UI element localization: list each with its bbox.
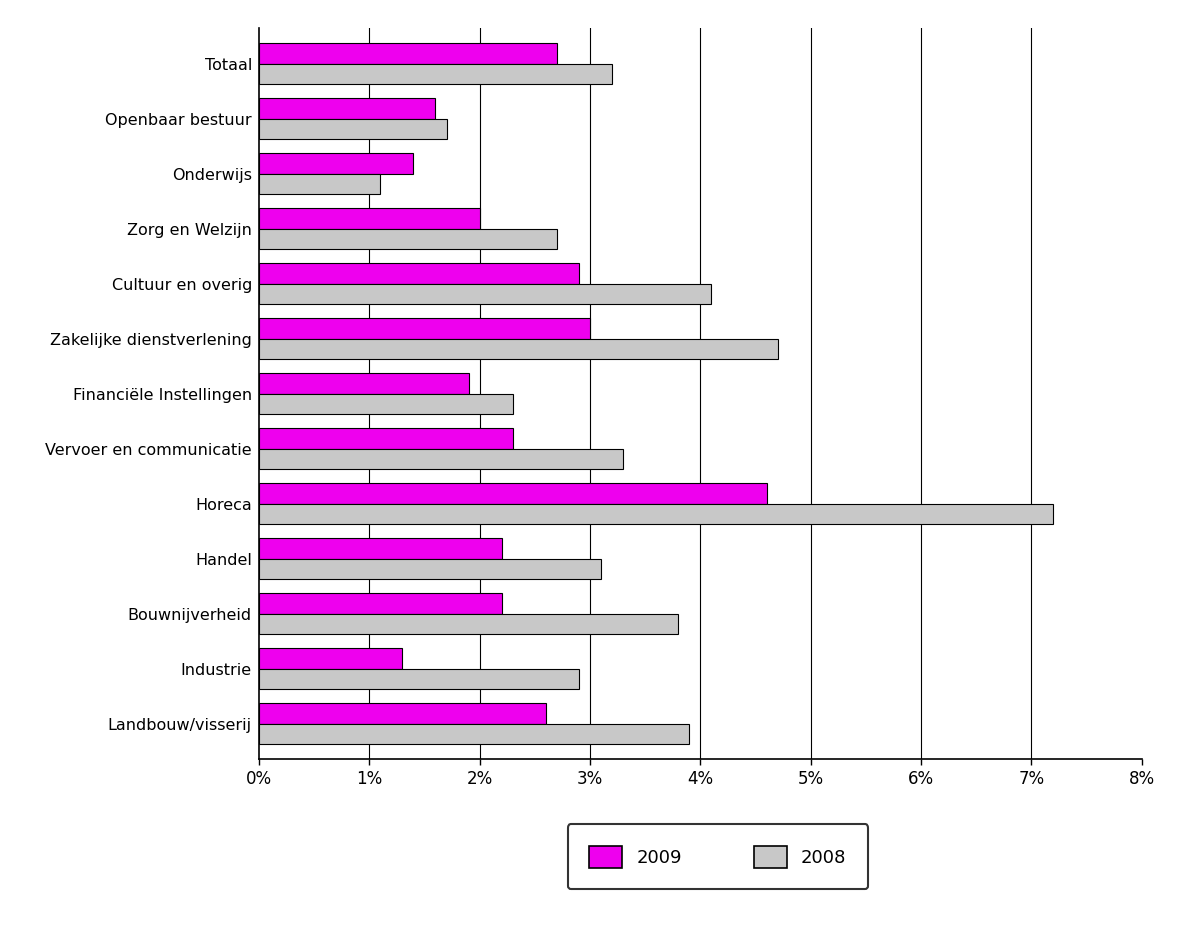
Bar [259, 558, 601, 580]
Bar [259, 504, 1053, 524]
Bar [259, 394, 513, 415]
Bar [259, 97, 435, 119]
Bar [259, 318, 590, 339]
Bar [259, 283, 711, 305]
Bar [259, 593, 501, 614]
Bar [259, 119, 446, 140]
Bar [259, 448, 623, 469]
Bar [259, 372, 468, 394]
Bar [259, 229, 557, 249]
Bar [259, 207, 480, 229]
Bar [259, 43, 557, 64]
Bar [259, 339, 778, 359]
Bar [259, 614, 678, 634]
Legend: 2009, 2008: 2009, 2008 [567, 824, 869, 889]
Bar [259, 482, 766, 504]
Bar [259, 173, 380, 194]
Bar [259, 153, 413, 173]
Bar [259, 647, 403, 669]
Bar [259, 428, 513, 448]
Bar [259, 723, 690, 745]
Bar [259, 64, 612, 84]
Bar [259, 703, 546, 723]
Bar [259, 669, 579, 690]
Bar [259, 538, 501, 558]
Bar [259, 263, 579, 283]
